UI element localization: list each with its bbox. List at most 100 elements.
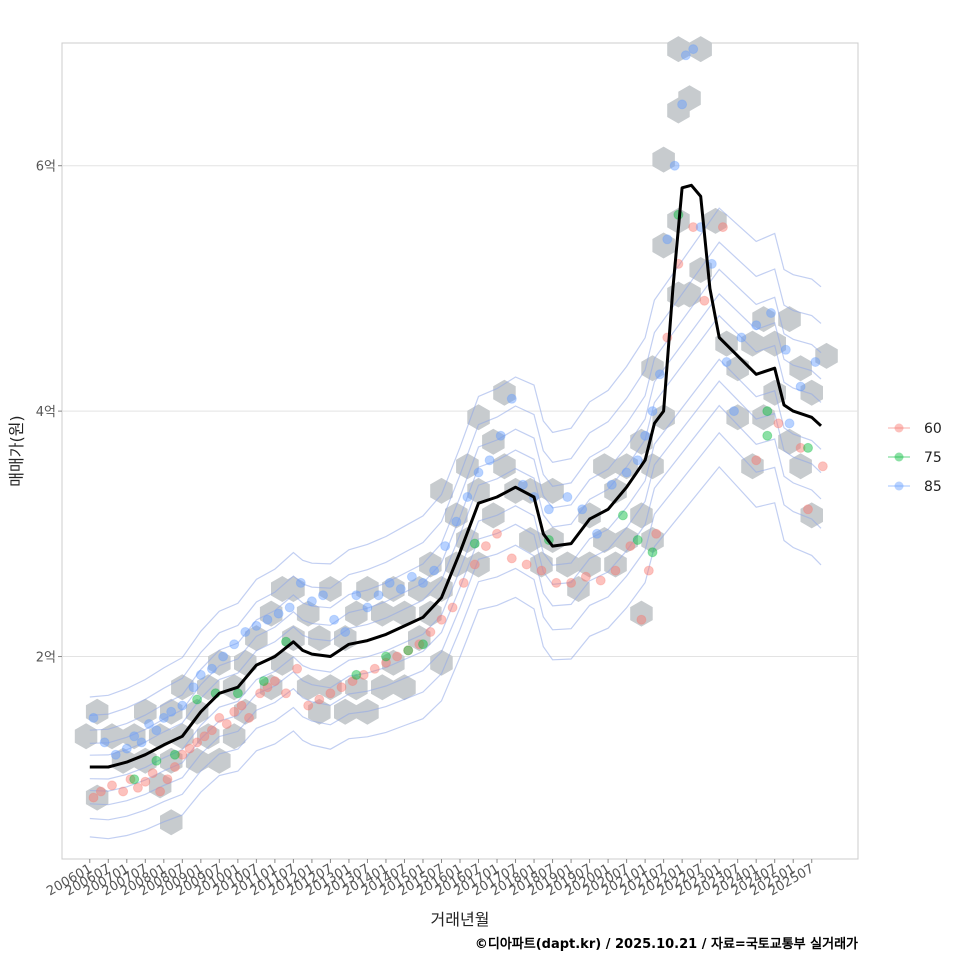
- y-tick-label: 4억: [36, 405, 56, 420]
- point-85: [640, 430, 651, 441]
- hex-bin: [85, 698, 109, 725]
- hex-bin: [456, 453, 479, 480]
- point-60: [169, 762, 180, 772]
- hex-bin: [134, 698, 157, 725]
- point-85: [340, 627, 351, 637]
- point-85: [229, 639, 240, 650]
- point-60: [140, 776, 151, 787]
- point-60: [492, 528, 502, 539]
- hex-bin: [430, 477, 453, 504]
- legend: 60 75 85: [888, 421, 942, 495]
- hex-bin: [197, 723, 220, 750]
- density-contours: [89, 207, 822, 840]
- hex-bin: [245, 625, 268, 652]
- point-85: [517, 479, 528, 490]
- density-contour: [89, 404, 822, 806]
- point-60: [817, 461, 828, 472]
- point-85: [736, 332, 747, 343]
- point-60: [107, 780, 117, 791]
- point-85: [577, 504, 588, 515]
- hex-bin: [308, 625, 331, 652]
- point-60: [269, 676, 280, 687]
- point-60: [751, 455, 762, 466]
- point-60: [469, 559, 480, 570]
- point-60: [132, 782, 143, 793]
- scatter-points: [88, 44, 828, 803]
- legend-key-75: [894, 452, 904, 462]
- hex-bin: [604, 551, 627, 578]
- point-60: [425, 627, 436, 637]
- hex-bin: [482, 502, 505, 529]
- point-60: [636, 614, 647, 625]
- hex-bin: [319, 576, 342, 602]
- hex-bin: [467, 477, 490, 504]
- point-85: [751, 320, 762, 331]
- point-60: [214, 712, 225, 723]
- hex-bin: [160, 747, 183, 774]
- hex-bin: [408, 576, 431, 602]
- hex-bin: [578, 551, 601, 578]
- point-85: [810, 357, 821, 367]
- point-60: [392, 651, 403, 662]
- point-85: [384, 577, 395, 588]
- point-60: [336, 682, 347, 693]
- hex-bin: [752, 306, 775, 333]
- point-85: [362, 602, 373, 613]
- trend-line: [89, 183, 823, 769]
- point-85: [621, 467, 632, 478]
- hex-bin: [382, 649, 405, 676]
- point-60: [551, 577, 562, 588]
- hex-bin: [197, 674, 220, 701]
- point-60: [95, 786, 106, 797]
- hex-bin: [704, 207, 727, 234]
- point-60: [717, 222, 728, 233]
- point-85: [592, 528, 602, 539]
- point-60: [244, 712, 254, 723]
- point-85: [721, 357, 732, 367]
- density-contour: [89, 241, 822, 716]
- hex-bin: [393, 600, 416, 627]
- point-60: [625, 541, 636, 552]
- hex-bin: [259, 600, 283, 627]
- hex-bin: [371, 600, 394, 627]
- point-75: [632, 535, 643, 545]
- point-85: [121, 743, 132, 754]
- point-85: [543, 504, 554, 515]
- point-60: [155, 786, 166, 797]
- density-contour: [89, 207, 822, 698]
- point-85: [395, 584, 406, 594]
- point-75: [762, 406, 773, 417]
- point-60: [147, 768, 158, 779]
- hex-bin: [519, 527, 542, 553]
- point-75: [418, 639, 428, 650]
- point-85: [506, 393, 517, 404]
- point-60: [381, 657, 391, 668]
- hex-bin: [541, 477, 564, 504]
- point-85: [406, 571, 417, 582]
- hex-bin: [630, 600, 653, 627]
- hex-bin: [667, 36, 690, 63]
- hex-bin: [419, 551, 442, 578]
- y-axis-ticks: 2억 4억 6억: [36, 160, 62, 666]
- point-60: [480, 541, 491, 552]
- point-60: [447, 602, 458, 613]
- point-75: [647, 547, 658, 558]
- hex-bin: [800, 502, 823, 529]
- hex-bin: [652, 146, 675, 173]
- point-85: [273, 608, 284, 619]
- point-85: [144, 719, 154, 729]
- hex-bin: [630, 502, 653, 529]
- point-60: [580, 571, 591, 582]
- hex-bin: [134, 747, 157, 774]
- hex-bin: [493, 379, 516, 406]
- point-85: [284, 602, 295, 613]
- hex-bin: [578, 502, 601, 529]
- hex-bin: [282, 576, 305, 602]
- point-85: [606, 479, 617, 490]
- point-85: [429, 565, 440, 576]
- point-60: [125, 774, 136, 785]
- point-85: [195, 669, 206, 680]
- point-85: [373, 590, 384, 601]
- point-60: [536, 565, 547, 576]
